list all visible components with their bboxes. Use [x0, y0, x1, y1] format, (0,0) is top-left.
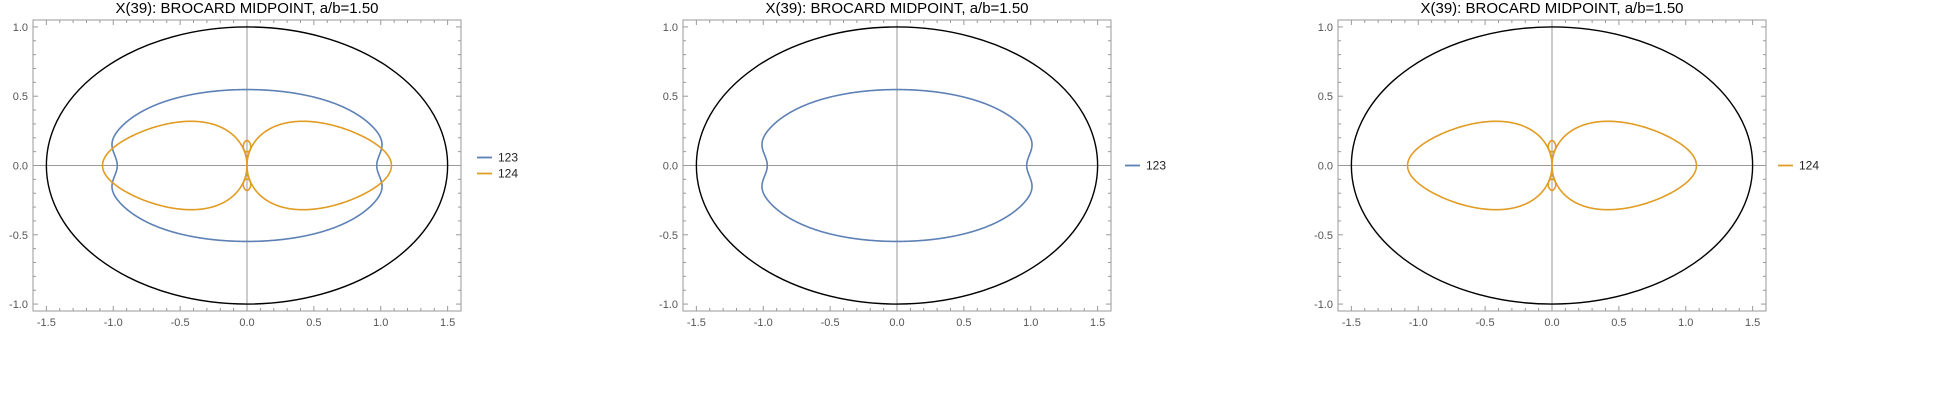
chart-panel-right: X(39): BROCARD MIDPOINT, a/b=1.50 -1.5 -1.… [1305, 0, 1947, 406]
x-tick-label: 0.0 [1544, 317, 1559, 329]
legend-label: 124 [1799, 159, 1819, 173]
series-curve-124 [242, 139, 252, 153]
x-tick-label: -0.5 [821, 317, 840, 329]
x-tick-label: 0.5 [306, 317, 321, 329]
x-tick-label: -1.5 [37, 317, 56, 329]
y-tick-label: -1.0 [9, 299, 28, 311]
y-tick-label: 0.0 [13, 161, 28, 173]
x-tick-label: 0.0 [239, 317, 254, 329]
series-curve-123 [111, 88, 383, 243]
y-tick-label: -1.0 [659, 299, 678, 311]
legend-label: 123 [498, 151, 518, 165]
x-tick-label: 1.5 [1745, 317, 1760, 329]
x-tick-label: 0.0 [889, 317, 904, 329]
chart-svg: X(39): BROCARD MIDPOINT, a/b=1.50 -1.5 -1.… [1314, 0, 1819, 329]
y-tick-label: 0.0 [663, 161, 678, 173]
chart-title: X(39): BROCARD MIDPOINT, a/b=1.50 [116, 0, 379, 17]
y-tick-label: -0.5 [1314, 230, 1333, 242]
chart-panel-middle: X(39): BROCARD MIDPOINT, a/b=1.50 -1.5 -1.… [650, 0, 1290, 406]
legend-label: 123 [1146, 159, 1166, 173]
chart-title: X(39): BROCARD MIDPOINT, a/b=1.50 [1421, 0, 1684, 17]
y-tick-label: 0.5 [13, 91, 28, 103]
series-curve-124 [1547, 139, 1557, 153]
x-tick-label: 1.0 [373, 317, 388, 329]
outer-ellipse [1350, 26, 1754, 305]
x-tick-label: -1.0 [104, 317, 123, 329]
y-tick-label: 0.0 [1318, 161, 1333, 173]
x-tick-label: -1.5 [1342, 317, 1361, 329]
outer-ellipse [695, 26, 1099, 305]
series-curve-124 [1547, 178, 1557, 192]
x-tick-label: -1.0 [1409, 317, 1428, 329]
y-tick-label: -0.5 [659, 230, 678, 242]
series-curve-124 [242, 178, 252, 192]
chart-svg: X(39): BROCARD MIDPOINT, a/b=1.50 -1.5 -1.… [659, 0, 1166, 329]
x-tick-label: 1.0 [1023, 317, 1038, 329]
x-tick-label: 0.5 [956, 317, 971, 329]
outer-ellipse [45, 26, 449, 305]
x-tick-label: -1.5 [687, 317, 706, 329]
x-tick-label: 0.5 [1611, 317, 1626, 329]
series-curve-124 [1406, 120, 1553, 211]
legend-label: 124 [498, 167, 518, 181]
chart-title: X(39): BROCARD MIDPOINT, a/b=1.50 [766, 0, 1029, 17]
x-tick-label: 1.5 [440, 317, 455, 329]
series-curve-124 [101, 120, 248, 211]
y-tick-label: 0.5 [1318, 91, 1333, 103]
x-tick-label: 1.5 [1090, 317, 1105, 329]
x-tick-label: -1.0 [754, 317, 773, 329]
y-tick-label: -0.5 [9, 230, 28, 242]
chart-svg: X(39): BROCARD MIDPOINT, a/b=1.50 -1.5 -1.… [9, 0, 518, 329]
x-tick-label: -0.5 [1476, 317, 1495, 329]
x-tick-label: -0.5 [171, 317, 190, 329]
y-tick-label: 0.5 [663, 91, 678, 103]
chart-panel-left: X(39): BROCARD MIDPOINT, a/b=1.50 -1.5 -1.… [0, 0, 640, 406]
y-tick-label: -1.0 [1314, 299, 1333, 311]
series-curve-123 [761, 88, 1033, 243]
y-tick-label: 1.0 [1318, 22, 1333, 34]
y-tick-label: 1.0 [663, 22, 678, 34]
y-tick-label: 1.0 [13, 22, 28, 34]
x-tick-label: 1.0 [1678, 317, 1693, 329]
